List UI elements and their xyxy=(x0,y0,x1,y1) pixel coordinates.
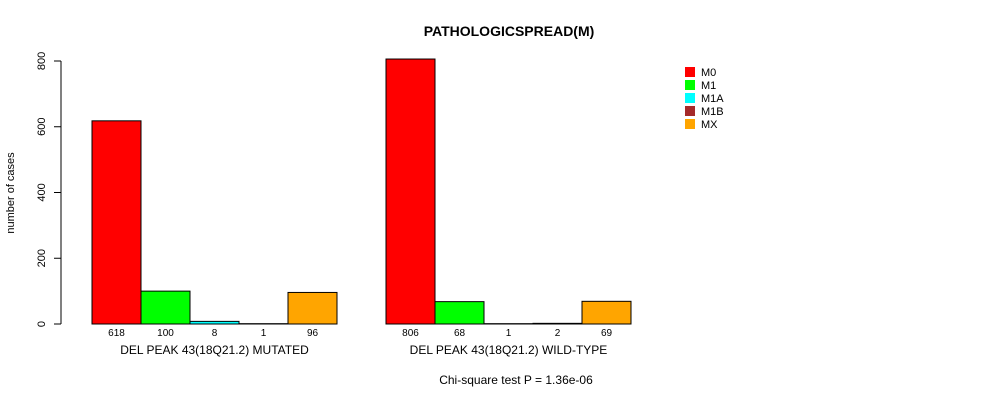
bar-value-label: 96 xyxy=(307,328,319,339)
group-label: DEL PEAK 43(18Q21.2) MUTATED xyxy=(120,343,309,357)
bar-m1b-group-2 xyxy=(532,322,583,325)
chart-title: PATHOLOGICSPREAD(M) xyxy=(424,23,595,39)
bar-value-label: 618 xyxy=(108,328,125,339)
legend-swatch-m0 xyxy=(685,67,695,77)
legend-swatch-m1a xyxy=(685,93,695,103)
bar-value-label: 8 xyxy=(212,328,218,339)
bar-value-label: 100 xyxy=(157,328,174,339)
bar-mx-group-2 xyxy=(581,300,632,325)
y-tick-label: 200 xyxy=(36,249,48,267)
y-tick-label: 0 xyxy=(36,321,48,327)
bar-m1-group-1 xyxy=(140,290,191,325)
y-axis-label: number of cases xyxy=(5,152,17,234)
group-labels: DEL PEAK 43(18Q21.2) MUTATED DEL PEAK 43(… xyxy=(120,343,607,357)
bar-value-label: 1 xyxy=(261,328,267,339)
bar-m1-group-2 xyxy=(434,301,485,325)
bar-value-label: 2 xyxy=(555,328,561,339)
legend-label: MX xyxy=(701,119,718,131)
bar-value-labels: 618 100 8 1 96 806 68 1 2 69 xyxy=(108,328,612,339)
legend-swatch-mx xyxy=(685,119,695,129)
legend-label: M1A xyxy=(701,93,724,105)
bar-mx-group-1 xyxy=(287,291,338,325)
y-tick-label: 400 xyxy=(36,183,48,201)
y-tick-label: 800 xyxy=(36,52,48,70)
legend-swatch-m1b xyxy=(685,106,695,116)
legend-label: M1B xyxy=(701,106,724,118)
bar-value-label: 69 xyxy=(601,328,613,339)
bar-value-label: 1 xyxy=(506,328,512,339)
legend-label: M1 xyxy=(701,80,716,92)
bar-value-label: 806 xyxy=(402,328,419,339)
bars xyxy=(91,58,632,325)
bar-m0-group-2 xyxy=(385,58,436,325)
chi-square-footnote: Chi-square test P = 1.36e-06 xyxy=(439,373,593,387)
group-label: DEL PEAK 43(18Q21.2) WILD-TYPE xyxy=(410,343,608,357)
legend-label: M0 xyxy=(701,67,716,79)
legend-swatch-m1 xyxy=(685,80,695,90)
bar-m0-group-1 xyxy=(91,120,142,325)
bar-value-label: 68 xyxy=(454,328,466,339)
y-tick-label: 600 xyxy=(36,118,48,136)
bar-m1a-group-1 xyxy=(189,320,240,325)
y-ticks: 0 200 400 600 800 xyxy=(36,52,61,327)
